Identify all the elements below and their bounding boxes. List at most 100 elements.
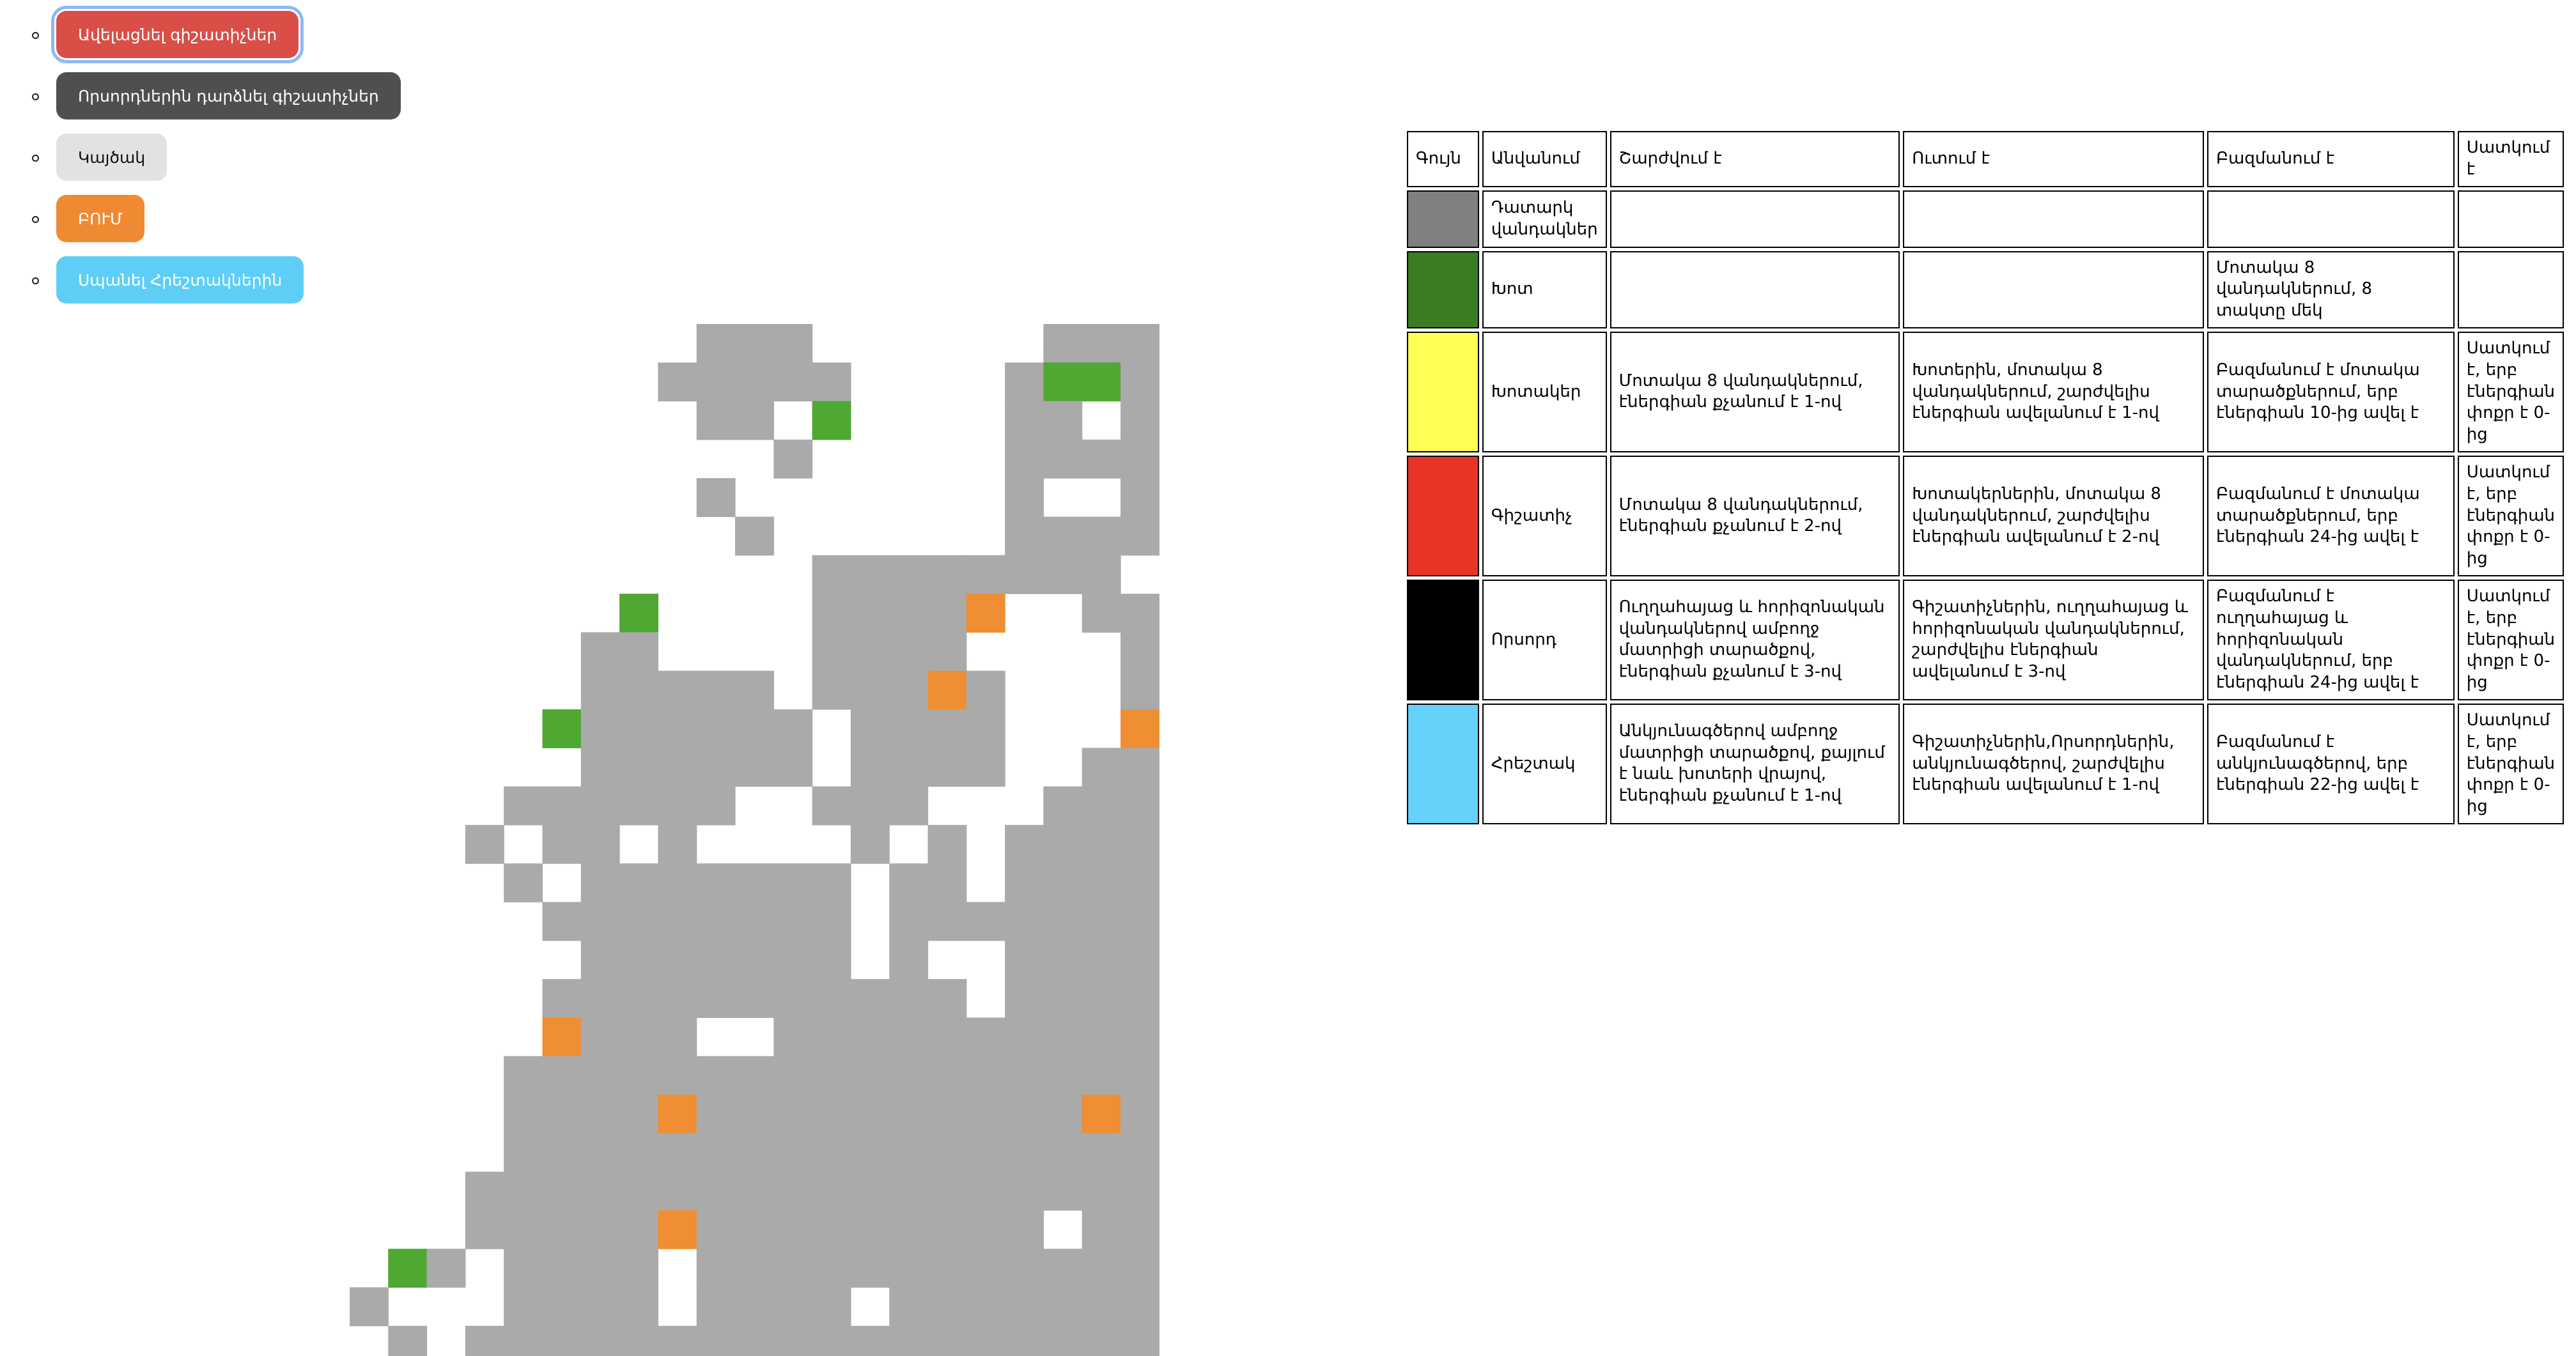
grid-cell-empty <box>1043 979 1083 1018</box>
grid-cell-empty <box>658 1171 697 1211</box>
bullet-icon <box>32 277 39 284</box>
grid-cell-empty <box>580 709 620 748</box>
kill-angels-button[interactable]: Սպանել Հրեշտակներին <box>56 256 304 304</box>
grid-cell-empty <box>850 1056 890 1095</box>
header-eats: Ուտում է <box>1903 131 2204 187</box>
legend-cell-name: Խոտակեր <box>1482 331 1607 452</box>
grid-cell-grass <box>1043 362 1083 402</box>
grid-cell-empty <box>504 863 543 903</box>
grid-cell-empty <box>773 709 813 748</box>
grid-cell-empty <box>812 670 851 710</box>
grid-cell-empty <box>1121 1325 1160 1356</box>
grid-cell-empty <box>1082 1171 1121 1211</box>
lightning-button[interactable]: Կայծակ <box>56 134 167 181</box>
grid-cell-empty <box>696 362 736 402</box>
grid-cell-empty <box>889 1210 929 1249</box>
grid-cell-empty <box>966 902 1005 941</box>
grid-cell-empty <box>1121 748 1160 787</box>
grid-cell-empty <box>580 786 620 826</box>
grid-cell-empty <box>542 902 582 941</box>
legend-cell-multiplies <box>2207 190 2455 248</box>
grid-cell-empty <box>773 863 813 903</box>
grid-cell-empty <box>1043 401 1083 440</box>
grid-cell-empty <box>1082 1056 1121 1095</box>
header-name: Անվանում <box>1482 131 1607 187</box>
grid-cell-empty <box>1121 1056 1160 1095</box>
grid-cell-empty <box>1082 1287 1121 1327</box>
grid-cell-empty <box>1082 824 1121 864</box>
grid-cell-empty <box>966 1287 1005 1327</box>
grid-cell-empty <box>1043 863 1083 903</box>
grid-cell-empty <box>1005 940 1044 980</box>
grid-cell-empty <box>927 555 967 594</box>
legend-cell-eats <box>1903 250 2204 328</box>
grid-cell-empty <box>927 1325 967 1356</box>
grid-cell-empty <box>1082 940 1121 980</box>
grid-cell-empty <box>812 594 851 633</box>
grid-cell-empty <box>580 1287 620 1327</box>
grid-cell-empty <box>927 824 967 864</box>
add-predators-button[interactable]: Ավելացնել գիշատիչներ <box>50 6 304 63</box>
grid-cell-empty <box>1043 439 1083 479</box>
hunters-to-predators-button[interactable]: Որսորդներին դարձնել գիշատիչներ <box>56 72 401 119</box>
grid-cell-empty <box>696 1056 736 1095</box>
grid-cell-empty <box>696 902 736 941</box>
grid-cell-empty <box>1043 1095 1083 1134</box>
grid-cell-empty <box>773 1210 813 1249</box>
grid-cell-empty <box>1005 1325 1044 1356</box>
grid-cell-empty <box>580 1056 620 1095</box>
grid-cell-empty <box>619 1017 658 1057</box>
grid-cell-empty <box>619 1249 658 1288</box>
list-item: Որսորդներին դարձնել գիշատիչներ <box>32 65 401 127</box>
grid-cell-empty <box>850 1249 890 1288</box>
grid-cell-empty <box>735 1133 774 1173</box>
grid-cell-empty <box>1043 1171 1083 1211</box>
grid-cell-empty <box>619 863 658 903</box>
grid-cell-empty <box>773 324 813 363</box>
grid-cell-bomb <box>1121 709 1160 748</box>
grid-cell-empty <box>1082 1325 1121 1356</box>
grid-cell-empty <box>388 1325 428 1356</box>
grid-cell-empty <box>966 670 1005 710</box>
grid-cell-empty <box>580 1249 620 1288</box>
grid-cell-empty <box>889 1095 929 1134</box>
legend-cell-name: Հրեշտակ <box>1482 703 1607 824</box>
grid-cell-empty <box>696 324 736 363</box>
grid-cell-empty <box>1005 1210 1044 1249</box>
grid-cell-empty <box>504 1133 543 1173</box>
legend-table: Գույն Անվանում Շարժվում է Ուտում է Բազմա… <box>1404 128 2567 828</box>
grid-cell-empty <box>850 786 890 826</box>
grid-cell-empty <box>889 1325 929 1356</box>
grid-cell-empty <box>1005 1017 1044 1057</box>
grid-cell-empty <box>619 786 658 826</box>
grid-cell-empty <box>1121 670 1160 710</box>
grid-cell-empty <box>1005 516 1044 556</box>
grid-cell-empty <box>1005 439 1044 479</box>
grid-cell-empty <box>619 1056 658 1095</box>
grid-cell-empty <box>773 748 813 787</box>
grid-cell-empty <box>966 748 1005 787</box>
grid-cell-empty <box>889 786 929 826</box>
grid-cell-empty <box>812 786 851 826</box>
legend-row: Որսորդ Ուղղահայաց և հորիզոնական վանդակներ… <box>1407 579 2564 700</box>
grid-cell-empty <box>812 979 851 1018</box>
legend-row: Խոտ Մոտակա 8 վանդակներում, 8 տակտը մեկ <box>1407 250 2564 328</box>
grid-cell-empty <box>619 632 658 672</box>
bullet-icon <box>32 155 39 162</box>
grid-cell-bomb <box>1082 1095 1121 1134</box>
grid-cell-empty <box>1121 478 1160 518</box>
grid-cell-empty <box>1005 902 1044 941</box>
grid-cell-empty <box>1121 824 1160 864</box>
grid-cell-empty <box>927 1287 967 1327</box>
grid-cell-empty <box>889 670 929 710</box>
grid-cell-empty <box>1043 555 1083 594</box>
grid-cell-empty <box>735 1171 774 1211</box>
grid-cell-empty <box>504 1249 543 1288</box>
grid-cell-empty <box>580 824 620 864</box>
grid-cell-empty <box>1005 1171 1044 1211</box>
boom-button[interactable]: ԲՈՒՄ <box>56 195 144 242</box>
grid-cell-empty <box>735 979 774 1018</box>
color-swatch <box>1407 703 1479 824</box>
grid-cell-empty <box>580 940 620 980</box>
grid-cell-empty <box>1082 863 1121 903</box>
